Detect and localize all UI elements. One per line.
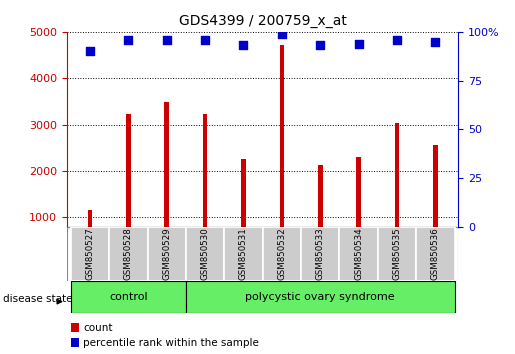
Bar	[186, 227, 224, 281]
Bar	[71, 323, 79, 332]
Bar	[339, 227, 378, 281]
Point	[239, 43, 248, 48]
Bar	[394, 123, 399, 264]
Bar	[263, 227, 301, 281]
Point	[163, 37, 171, 42]
Bar	[71, 338, 79, 347]
Text: count: count	[83, 322, 113, 332]
Title: GDS4399 / 200759_x_at: GDS4399 / 200759_x_at	[179, 14, 347, 28]
Text: GSM850530: GSM850530	[200, 228, 210, 280]
Point	[316, 43, 324, 48]
Point	[86, 48, 94, 54]
Text: GSM850531: GSM850531	[239, 228, 248, 280]
Text: GSM850527: GSM850527	[85, 228, 94, 280]
Bar	[433, 144, 438, 264]
Bar	[71, 281, 186, 313]
Bar	[241, 159, 246, 264]
Text: control: control	[109, 292, 148, 302]
Text: GSM850534: GSM850534	[354, 228, 363, 280]
Point	[354, 41, 363, 46]
Text: GSM850533: GSM850533	[316, 228, 325, 280]
Text: disease state: disease state	[3, 294, 72, 304]
Bar	[203, 114, 208, 264]
Text: GSM850528: GSM850528	[124, 228, 133, 280]
Bar	[126, 114, 131, 264]
Bar	[280, 45, 284, 264]
Bar	[356, 156, 361, 264]
Bar	[88, 210, 92, 264]
Bar	[378, 227, 416, 281]
Point	[278, 31, 286, 37]
Point	[393, 37, 401, 42]
Bar	[164, 102, 169, 264]
Bar	[224, 227, 263, 281]
Bar	[301, 227, 339, 281]
Text: GSM850529: GSM850529	[162, 228, 171, 280]
Point	[201, 37, 209, 42]
Text: GSM850535: GSM850535	[392, 228, 402, 280]
Bar	[318, 165, 322, 264]
Bar	[71, 227, 109, 281]
Text: GSM850532: GSM850532	[278, 228, 286, 280]
Bar	[109, 227, 147, 281]
Bar	[147, 227, 186, 281]
Point	[124, 37, 132, 42]
Text: polycystic ovary syndrome: polycystic ovary syndrome	[245, 292, 395, 302]
Point	[431, 39, 439, 45]
Bar	[416, 227, 455, 281]
Text: GSM850536: GSM850536	[431, 228, 440, 280]
Bar	[186, 281, 455, 313]
Text: percentile rank within the sample: percentile rank within the sample	[83, 338, 259, 348]
